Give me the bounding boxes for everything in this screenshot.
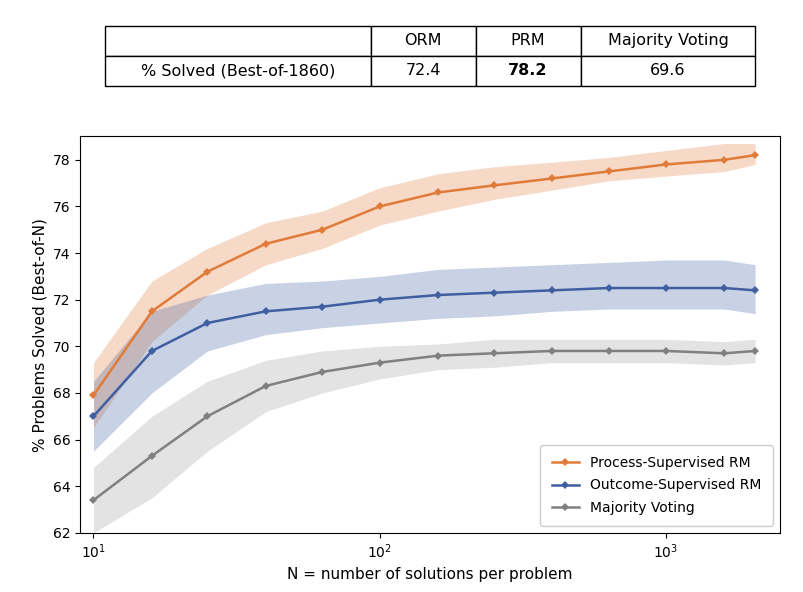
Outcome-Supervised RM [88,413,98,420]
Majority Voting [202,413,212,420]
Majority Voting [547,348,556,355]
Process-Supervised RM [660,161,670,168]
Process-Supervised RM [261,240,271,247]
Process-Supervised RM [603,168,613,175]
Process-Supervised RM [88,392,98,399]
Majority Voting [317,368,327,375]
Outcome-Supervised RM [749,287,759,294]
Process-Supervised RM [147,308,157,315]
Outcome-Supervised RM [603,285,613,292]
Outcome-Supervised RM [719,285,728,292]
Process-Supervised RM [547,175,556,182]
Line: Majority Voting: Majority Voting [91,348,757,503]
Outcome-Supervised RM [547,287,556,294]
Outcome-Supervised RM [433,291,442,298]
Majority Voting [261,382,271,390]
Line: Process-Supervised RM: Process-Supervised RM [91,152,757,398]
Process-Supervised RM [374,203,384,210]
Outcome-Supervised RM [202,320,212,327]
Process-Supervised RM [719,156,728,163]
Majority Voting [433,352,442,359]
Majority Voting [660,348,670,355]
Majority Voting [147,452,157,459]
Majority Voting [374,359,384,366]
Y-axis label: % Problems Solved (Best-of-N): % Problems Solved (Best-of-N) [32,218,47,452]
Majority Voting [719,350,728,357]
Outcome-Supervised RM [374,296,384,303]
Outcome-Supervised RM [147,348,157,355]
Process-Supervised RM [202,268,212,275]
Majority Voting [749,348,759,355]
Process-Supervised RM [749,152,759,159]
Majority Voting [603,348,613,355]
Outcome-Supervised RM [261,308,271,315]
Legend: Process-Supervised RM, Outcome-Supervised RM, Majority Voting: Process-Supervised RM, Outcome-Supervise… [540,445,772,526]
Outcome-Supervised RM [317,303,327,310]
Process-Supervised RM [433,189,442,196]
X-axis label: N = number of solutions per problem: N = number of solutions per problem [287,567,573,582]
Majority Voting [88,497,98,504]
Process-Supervised RM [317,226,327,233]
Outcome-Supervised RM [660,285,670,292]
Line: Outcome-Supervised RM: Outcome-Supervised RM [91,285,757,419]
Majority Voting [488,350,498,357]
Outcome-Supervised RM [488,289,498,296]
Process-Supervised RM [488,182,498,189]
